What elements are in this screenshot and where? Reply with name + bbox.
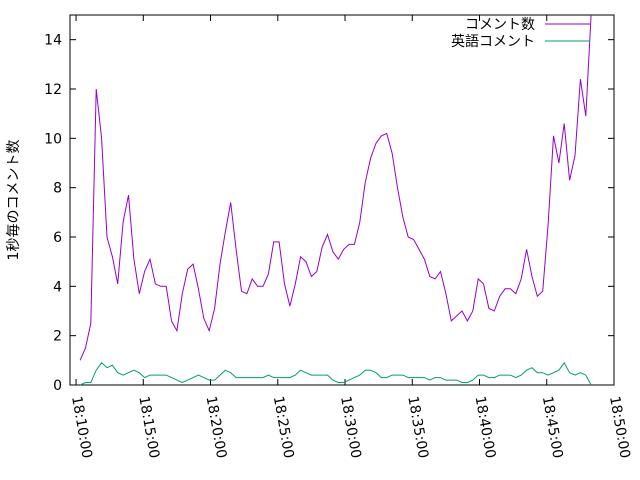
y-tick-label: 12	[44, 82, 62, 98]
y-axis-label: 1秒毎のコメント数	[6, 140, 22, 261]
series-line	[79, 14, 592, 361]
x-tick-label: 18:40:00	[472, 395, 499, 460]
y-tick-label: 14	[44, 33, 62, 49]
plot-border	[69, 14, 615, 386]
x-tick-label: 18:20:00	[203, 395, 230, 460]
x-tick-label: 18:45:00	[539, 395, 566, 460]
series-line	[79, 361, 592, 386]
legend-label: コメント数	[465, 17, 535, 33]
y-tick-label: 0	[53, 378, 62, 394]
x-tick-label: 18:15:00	[135, 395, 162, 460]
x-tick-label: 18:50:00	[606, 395, 633, 460]
y-tick-label: 4	[53, 279, 62, 295]
x-tick-label: 18:25:00	[270, 395, 297, 460]
x-tick-label: 18:30:00	[337, 395, 364, 460]
x-tick-label: 18:35:00	[404, 395, 431, 460]
y-tick-label: 8	[53, 181, 62, 197]
y-tick-label: 10	[44, 131, 62, 147]
x-tick-label: 18:10:00	[68, 395, 95, 460]
y-tick-label: 2	[53, 329, 62, 345]
y-tick-label: 6	[53, 230, 62, 246]
legend-label: 英語コメント	[451, 33, 535, 50]
